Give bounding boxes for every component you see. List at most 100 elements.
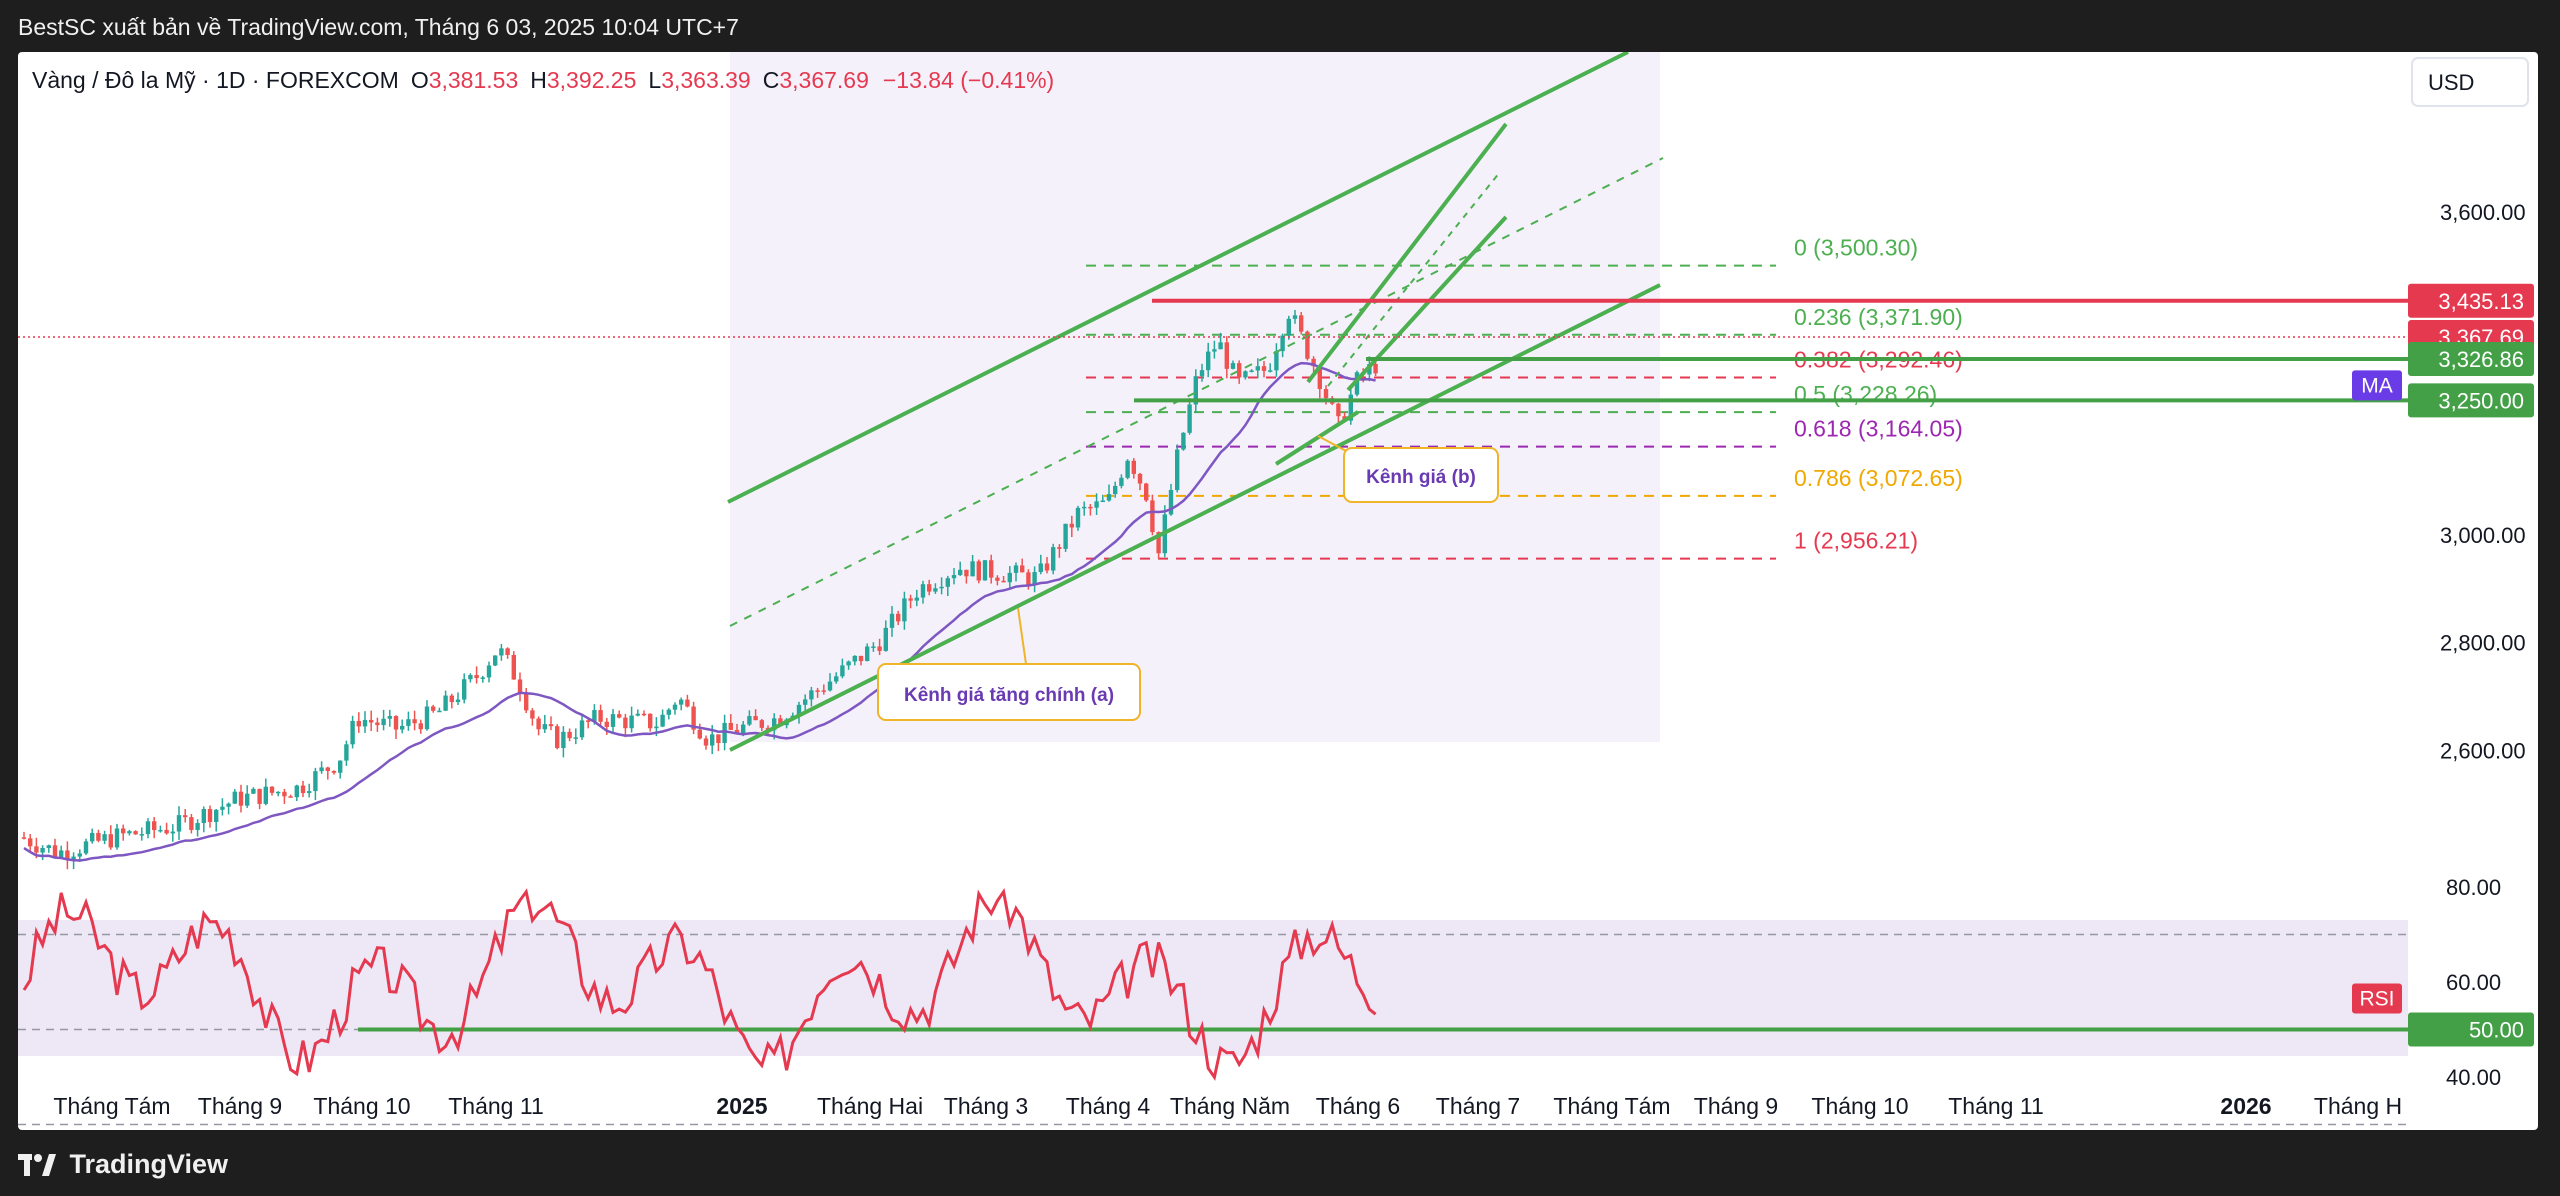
candle-body [1274, 351, 1279, 371]
candle-body [369, 719, 374, 723]
ohlc-close: 3,367.69 [779, 67, 869, 93]
candle-body [716, 734, 721, 744]
candle-body [499, 648, 504, 656]
candle-body [251, 788, 256, 794]
candle-body [858, 655, 864, 662]
channel-a-mid [729, 157, 1664, 627]
candle-body [1075, 507, 1081, 528]
candle-body [71, 856, 76, 860]
candle-body [1069, 523, 1074, 528]
ohlc-h-label: H [530, 67, 547, 93]
channel-b-lower [1346, 215, 1508, 392]
price-tick-label: 2,800.00 [2440, 631, 2526, 656]
candle-body [1175, 449, 1180, 491]
price-tick-label: 2,600.00 [2440, 738, 2526, 763]
price-tag-bg [2408, 342, 2534, 377]
tradingview-brand[interactable]: TradingView [18, 1148, 228, 1180]
candle-body [1348, 394, 1353, 421]
candle-body [1131, 460, 1136, 474]
ohlc-c-label: C [763, 67, 780, 93]
candle-body [34, 846, 39, 853]
fib-level-label: 0.236 (3,371.90) [1794, 304, 1963, 330]
ma-tag-label: MA [2361, 374, 2393, 397]
candle-body [21, 837, 27, 839]
annotation-channel-b-text: Kênh giá (b) [1366, 467, 1476, 488]
candle-body [350, 720, 355, 745]
candle-body [555, 726, 560, 749]
candle-body [964, 569, 969, 577]
candle-body [747, 716, 752, 725]
footer-brand: TradingView [69, 1149, 229, 1180]
candle-body [1193, 376, 1198, 405]
candle-body [313, 771, 318, 792]
candle-body [592, 710, 597, 722]
candle-body [927, 584, 932, 592]
candle-body [1373, 364, 1378, 374]
candle-body [914, 597, 919, 601]
price-tick-label: 3,600.00 [2440, 200, 2526, 225]
candle-body [127, 831, 132, 834]
candle-body [307, 791, 312, 794]
candle-body [96, 832, 101, 841]
candle-body [1020, 565, 1025, 573]
ohlc-low: 3,363.39 [661, 67, 751, 93]
candle-body [455, 699, 461, 703]
candle-body [672, 704, 678, 710]
candle-body [263, 786, 268, 804]
price-chart[interactable]: 0 (3,500.30)0.236 (3,371.90)0.382 (3,292… [18, 52, 2538, 1130]
rsi-level-tag-bg [2408, 1012, 2534, 1047]
candle-body [809, 690, 814, 700]
candle-body [697, 729, 702, 739]
chart-panel[interactable]: 0 (3,500.30) 0.236 (3,371.90) 0.382 (3,292… [18, 52, 2538, 1130]
candle-body [1224, 342, 1229, 369]
candle-body [338, 760, 343, 773]
annotation-channel-a[interactable]: Kênh giá tăng chính (a) [877, 607, 1141, 721]
time-axis[interactable]: Tháng Tám Tháng 9 Tháng 10 Tháng 11 2025 Thán… [53, 1093, 2402, 1119]
candle-body [567, 731, 572, 739]
candle-body [834, 676, 839, 682]
time-tick-label: Tháng H [2314, 1093, 2402, 1119]
candle-body [375, 722, 380, 726]
candle-body [238, 791, 244, 806]
candle-body [356, 720, 361, 727]
rsi-line [22, 887, 1377, 1081]
candle-body [1280, 335, 1285, 352]
candle-body [827, 681, 833, 691]
fib-level-label: 0.618 (3,164.05) [1794, 416, 1963, 442]
moving-average-line [23, 361, 1376, 862]
channel-b-upper [1306, 122, 1508, 384]
price-tag-bg [2408, 283, 2534, 318]
candle-body [722, 722, 727, 744]
price-tag-bg [2408, 383, 2534, 418]
rsi-tag-bg [2352, 983, 2402, 1014]
candle-body [1057, 547, 1062, 549]
candle-body [741, 724, 746, 734]
currency-button[interactable]: USD [2411, 57, 2529, 107]
candle-body [1299, 315, 1304, 332]
candle-body [598, 710, 603, 722]
candle-body [1243, 371, 1248, 378]
candle-body [896, 613, 901, 622]
annotation-channel-b[interactable]: Kênh giá (b) [1317, 435, 1499, 503]
candle-body [536, 718, 541, 730]
candle-body [257, 788, 262, 804]
candle-body [183, 815, 188, 818]
candle-body [59, 850, 64, 858]
fib-level-label: 0.786 (3,072.65) [1794, 465, 1963, 491]
candle-body [685, 699, 690, 707]
candle-body [1082, 506, 1087, 509]
candle-body [406, 719, 411, 726]
currency-label: USD [2428, 70, 2474, 95]
candle-body [325, 767, 330, 771]
price-axis[interactable]: 3,600.00 3,000.00 2,800.00 2,600.00 80.00 60.… [2440, 200, 2526, 1090]
candle-body [1100, 500, 1105, 503]
ma-tag-bg [2352, 370, 2402, 401]
candle-body [1181, 432, 1186, 450]
candle-body [1292, 315, 1298, 319]
ohlc-open: 3,381.53 [429, 67, 519, 93]
channel-b-base [1274, 410, 1360, 466]
time-tick-label: Tháng 6 [1316, 1093, 1400, 1119]
time-tick-label: Tháng 11 [1948, 1093, 2043, 1119]
candle-body [1144, 483, 1149, 501]
candle-body [152, 821, 157, 831]
